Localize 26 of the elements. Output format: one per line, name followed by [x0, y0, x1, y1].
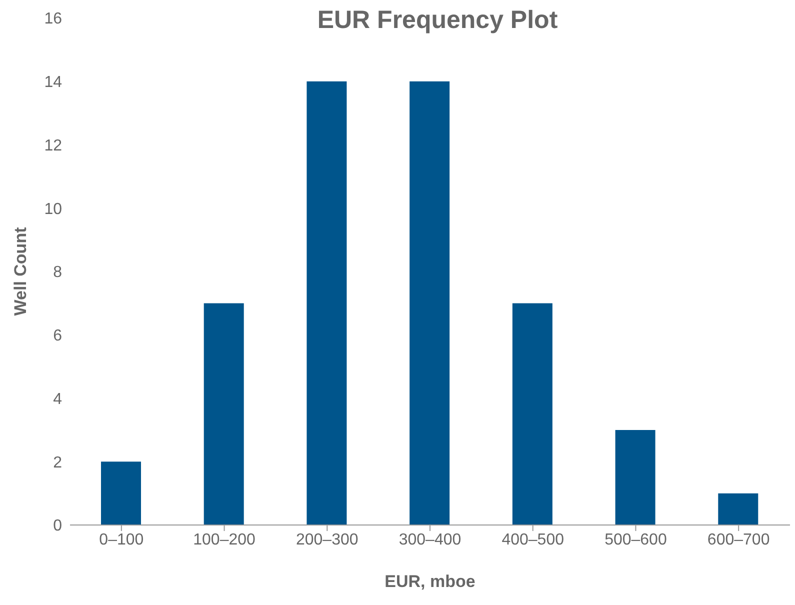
x-tick-label: 0–100 — [99, 531, 144, 548]
y-axis-title: Well Count — [11, 226, 30, 316]
x-tick-label: 500–600 — [604, 531, 667, 548]
y-tick-label: 16 — [44, 10, 62, 28]
x-tick-label: 200–300 — [296, 531, 358, 548]
bar — [101, 462, 141, 525]
x-tick-label: 400–500 — [502, 531, 564, 548]
x-tick-label: 100–200 — [193, 531, 256, 548]
x-tick-label: 600–700 — [707, 531, 770, 548]
bar — [615, 430, 656, 525]
y-tick-label: 0 — [53, 518, 62, 535]
bar — [718, 493, 758, 525]
bar — [512, 303, 552, 525]
y-tick-label: 2 — [53, 454, 62, 472]
y-tick-label: 6 — [53, 328, 62, 345]
y-tick-label: 4 — [53, 390, 62, 408]
x-tick-label: 300–400 — [398, 531, 462, 548]
chart-title: EUR Frequency Plot — [316, 6, 559, 35]
y-tick-label: 10 — [44, 200, 62, 218]
bar — [410, 81, 450, 525]
bar — [306, 81, 347, 525]
y-tick-label: 12 — [44, 137, 62, 154]
bar — [204, 303, 244, 525]
x-axis-title: EUR, mboe — [384, 572, 476, 591]
y-tick-label: 8 — [53, 264, 62, 282]
y-tick-label: 14 — [44, 74, 62, 92]
